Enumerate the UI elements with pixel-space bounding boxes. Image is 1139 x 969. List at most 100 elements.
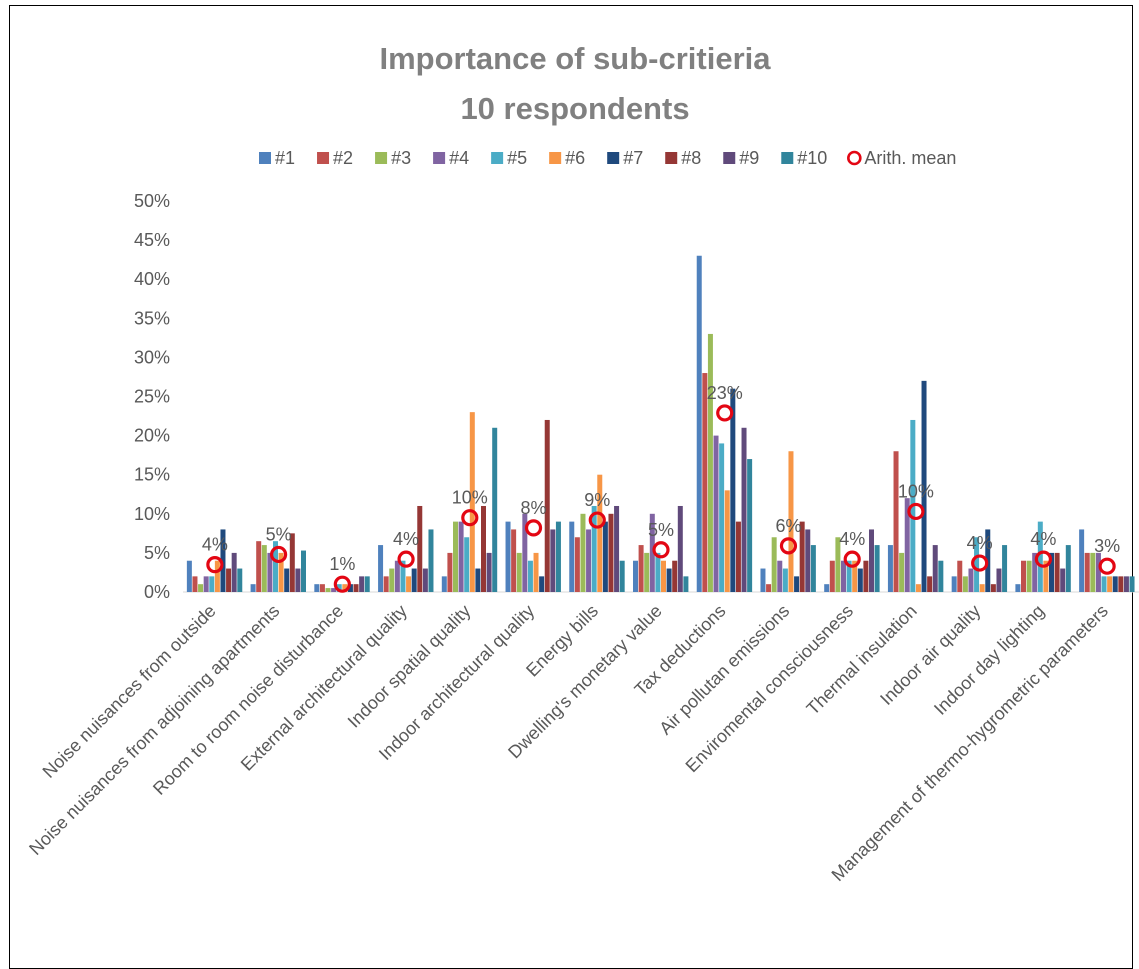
bar [492, 427, 498, 592]
bar [869, 529, 874, 592]
bar [899, 552, 905, 592]
bar [469, 412, 475, 592]
bar [633, 560, 638, 592]
bar [677, 505, 683, 592]
legend-swatch [723, 152, 736, 164]
bar [957, 560, 963, 592]
bar [893, 451, 899, 592]
legend-label: Arith. mean [864, 148, 956, 168]
bar [766, 584, 772, 592]
mean-marker [333, 575, 351, 593]
bar [782, 568, 788, 592]
bar [608, 513, 614, 592]
bar [771, 537, 777, 592]
y-tick-label: 40% [134, 269, 170, 289]
bar [846, 560, 852, 592]
mean-label: 4% [967, 533, 993, 553]
bar [586, 529, 592, 592]
bar [389, 568, 395, 592]
bars [186, 255, 1135, 593]
bar [951, 576, 957, 592]
bar [1026, 560, 1032, 592]
bar [638, 545, 644, 592]
bar [841, 560, 846, 592]
bar [226, 568, 232, 592]
bar [932, 545, 938, 592]
legend-label: #6 [565, 148, 585, 168]
bar [747, 459, 753, 592]
bar [979, 584, 985, 592]
mean-label: 10% [452, 488, 488, 508]
bar [777, 560, 783, 592]
bar [996, 568, 1002, 592]
bar [511, 529, 517, 592]
chart-title: Importance of sub-critieria [379, 41, 771, 76]
legend-swatch [317, 152, 330, 164]
bar [475, 568, 481, 592]
legend-label: #2 [333, 148, 353, 168]
legend-swatch [433, 152, 446, 164]
bar [336, 584, 342, 592]
mean-label: 4% [1030, 529, 1056, 549]
y-tick-label: 15% [134, 465, 170, 485]
bar [1101, 576, 1107, 592]
legend-label: #8 [681, 148, 701, 168]
legend-label: #9 [739, 148, 759, 168]
legend-mean-swatch [847, 150, 862, 166]
bar [788, 451, 794, 592]
bar [214, 560, 220, 592]
bar [852, 560, 858, 592]
legend-swatch [491, 152, 504, 164]
bar [580, 513, 586, 592]
y-tick-label: 50% [134, 191, 170, 211]
bar [231, 552, 237, 592]
bar [707, 333, 713, 592]
bar [1079, 529, 1085, 592]
bar [505, 521, 511, 592]
bar [619, 560, 625, 592]
mean-marker [206, 556, 224, 574]
bar [741, 427, 747, 592]
y-tick-label: 45% [134, 230, 170, 250]
bar [533, 552, 539, 592]
mean-marker [971, 554, 989, 572]
bar [1112, 576, 1118, 592]
bar [666, 568, 672, 592]
bar [1032, 552, 1038, 592]
bar [278, 552, 284, 592]
bar [799, 521, 805, 592]
bar [539, 576, 545, 592]
bar [516, 552, 522, 592]
mean-label: 9% [584, 490, 610, 510]
bar [544, 419, 550, 592]
bar [198, 584, 204, 592]
bar [555, 521, 561, 592]
bar [824, 584, 830, 592]
bar [394, 560, 400, 592]
mean-marker [1034, 550, 1053, 568]
bar [602, 521, 608, 592]
y-tick-label: 5% [144, 543, 170, 563]
bar [359, 576, 365, 592]
bar [1021, 560, 1026, 592]
bar [417, 505, 423, 592]
bar [835, 537, 841, 592]
bar [453, 521, 458, 592]
bar [1123, 576, 1129, 592]
mean-markers: 4% 5% 1% 4% 10% 8% 9% 5% 23% 6% 4% 10% 4% 4% 3% [202, 383, 1120, 593]
legend-label: #1 [275, 148, 295, 168]
bar [250, 584, 256, 592]
bar [863, 560, 869, 592]
legend-swatch [781, 152, 794, 164]
x-category-label: Thermal insulation [803, 601, 921, 719]
bar [364, 576, 370, 592]
bar [261, 545, 267, 592]
mean-label: 5% [266, 524, 292, 544]
bar [735, 521, 741, 592]
bar [1084, 552, 1090, 592]
bar [1107, 576, 1113, 592]
bar [1090, 552, 1096, 592]
bar [1049, 552, 1054, 592]
bar [974, 537, 980, 592]
